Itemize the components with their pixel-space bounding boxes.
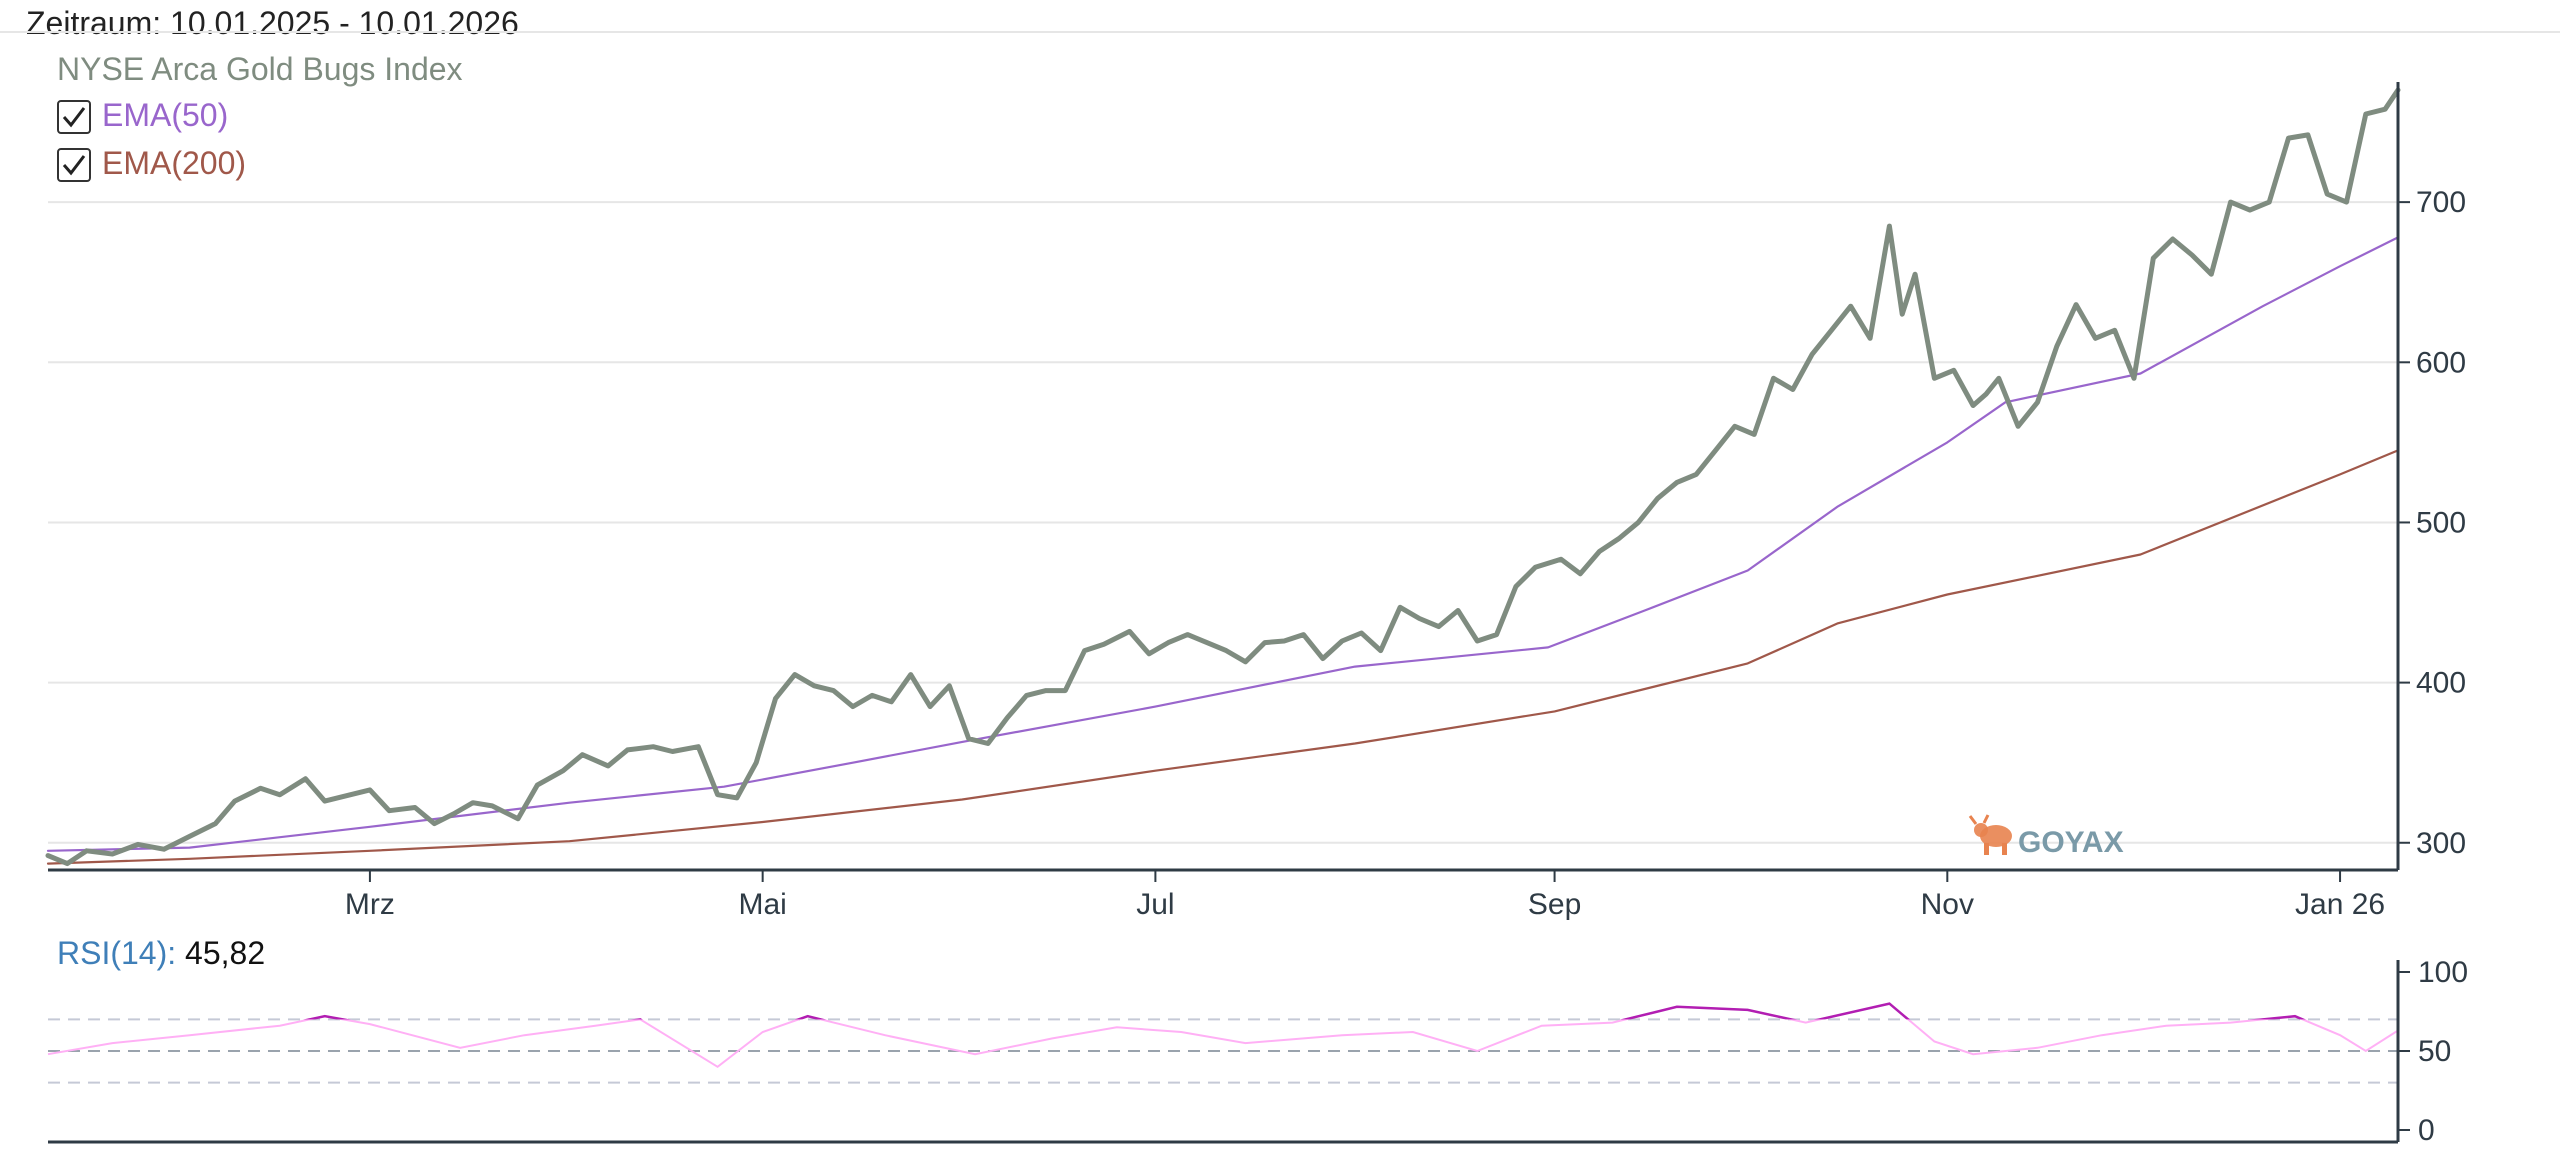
y-tick-label: 400 (2416, 667, 2466, 700)
x-tick-label: Jan 26 (2295, 888, 2385, 921)
x-tick-label: Sep (1528, 888, 1581, 921)
rsi-chart: RSI(14): 45,82 0 50 100 (47, 935, 2468, 1147)
x-tick-label: Jul (1136, 888, 1174, 921)
x-tick-label: Mrz (345, 888, 395, 921)
legend-item-ema200[interactable]: EMA(200) (57, 145, 246, 182)
main-axes: 300 400 500 600 700 Mrz Mai Jul Sep Nov Jan 26 (48, 82, 2466, 921)
rsi-title: RSI(14) (57, 935, 167, 971)
rsi-current-value: 45,82 (185, 935, 265, 971)
rsi-label: RSI(14): 45,82 (57, 935, 265, 971)
main-chart: 300 400 500 600 700 Mrz Mai Jul Sep Nov Jan 26 (45, 82, 2466, 921)
rsi-axes: 0 50 100 (48, 956, 2468, 1147)
rsi-y-tick-label: 100 (2418, 956, 2468, 989)
legend-item-ema50[interactable]: EMA(50) (57, 97, 228, 134)
y-tick-label: 600 (2416, 346, 2466, 379)
watermark-text: GOYAX (2018, 826, 2124, 859)
checkmark-icon (62, 107, 86, 128)
rsi-line (47, 1002, 2399, 1069)
ema200-checkbox[interactable] (57, 148, 91, 182)
y-tick-label: 500 (2416, 506, 2466, 539)
main-series (45, 87, 2401, 867)
legend-ema200-label: EMA(200) (102, 145, 246, 181)
rsi-y-tick-label: 0 (2418, 1114, 2435, 1147)
rsi-y-tick-label: 50 (2418, 1035, 2451, 1068)
legend-main-series: NYSE Arca Gold Bugs Index (57, 51, 463, 87)
rsi-overbought-line (303, 1002, 2306, 1020)
rsi-grid (48, 1018, 2398, 1084)
period-label: Zeitraum: 10.01.2025 - 10.01.2026 (26, 5, 519, 41)
series-line-ema-50 (46, 236, 2400, 852)
checkmark-icon (62, 155, 86, 176)
main-grid (48, 201, 2398, 844)
y-tick-label: 300 (2416, 827, 2466, 860)
x-tick-label: Nov (1921, 888, 1974, 921)
watermark: GOYAX (1968, 814, 2124, 859)
y-tick-label: 700 (2416, 186, 2466, 219)
series-line-nyse-arca-gold-bugs-index (45, 87, 2401, 867)
ema50-checkbox[interactable] (57, 100, 91, 134)
series-line-ema-200 (46, 449, 2400, 865)
legend-ema50-label: EMA(50) (102, 97, 228, 133)
rsi-series (47, 1002, 2399, 1069)
bull-logo-icon (1968, 814, 2012, 855)
x-tick-label: Mai (738, 888, 786, 921)
